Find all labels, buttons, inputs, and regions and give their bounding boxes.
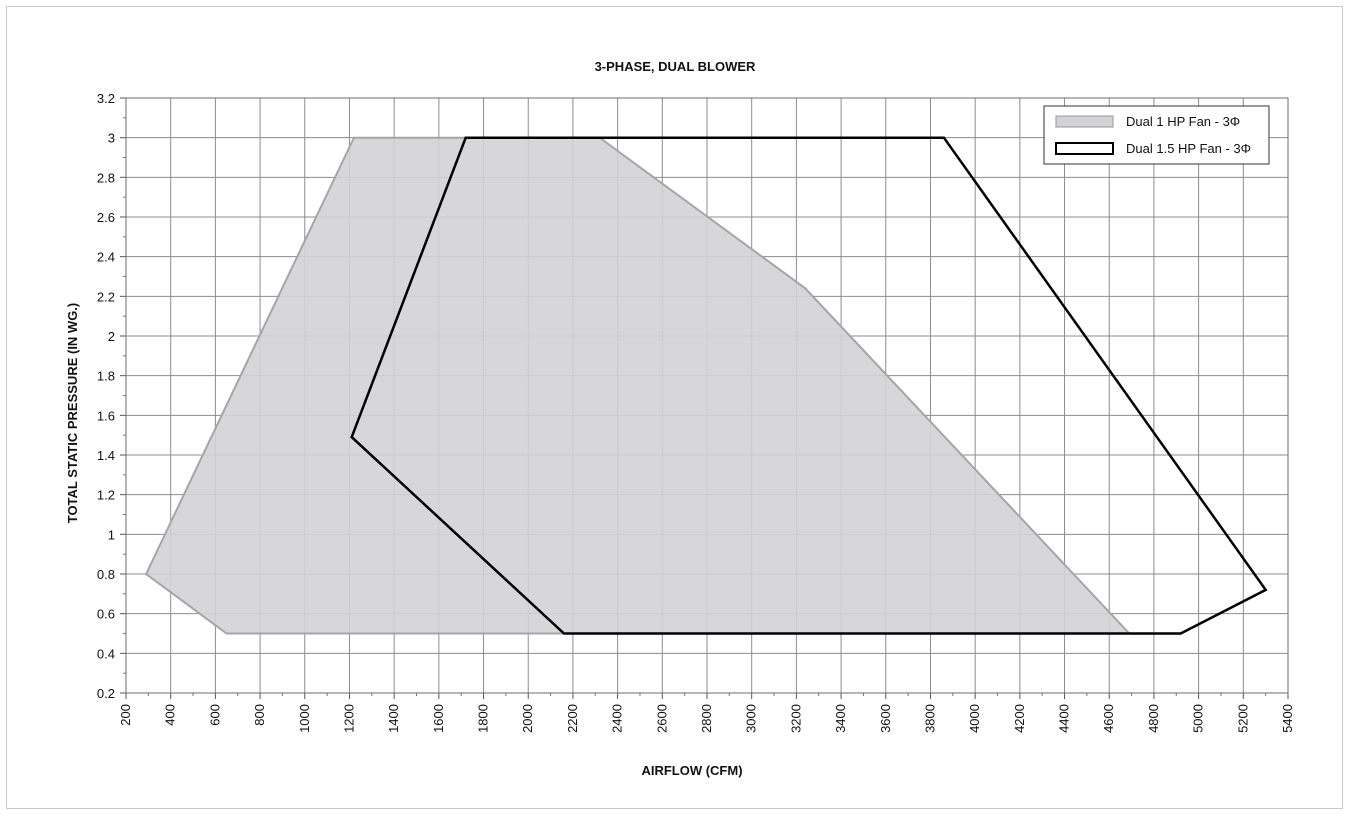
plot-border [125, 97, 1289, 694]
x-tick-label: 200 [118, 704, 133, 726]
series-dual-1hp-area [144, 136, 1132, 635]
legend-label-dual-1-5hp: Dual 1.5 HP Fan - 3Φ [1126, 141, 1251, 156]
x-tick-label: 4000 [967, 704, 982, 733]
y-tick-label: 3 [108, 131, 115, 146]
legend-swatch-dual-1hp [1055, 115, 1114, 128]
x-tick-label: 4800 [1146, 704, 1161, 733]
x-tick-label: 4600 [1101, 704, 1116, 733]
x-tick-label: 2200 [565, 704, 580, 733]
y-axis-label: TOTAL STATIC PRESSURE (IN WG.) [65, 303, 80, 524]
x-tick-label: 3000 [744, 704, 759, 733]
x-axis-label: AIRFLOW (CFM) [641, 763, 742, 778]
y-tick-label: 1.4 [97, 448, 115, 463]
x-tick-label: 3600 [878, 704, 893, 733]
x-tick-label: 1400 [386, 704, 401, 733]
y-tick-label: 1.6 [97, 408, 115, 423]
x-tick-label: 5200 [1235, 704, 1250, 733]
series-dual-1-5hp-outline [350, 136, 1268, 635]
x-tick-label: 4400 [1057, 704, 1072, 733]
x-tick-label: 2600 [654, 704, 669, 733]
y-tick-label: 2.2 [97, 289, 115, 304]
x-tick-label: 1000 [297, 704, 312, 733]
x-tick-label: 4200 [1012, 704, 1027, 733]
y-tick-label: 0.2 [97, 686, 115, 701]
legend: Dual 1 HP Fan - 3Φ Dual 1.5 HP Fan - 3Φ [1043, 105, 1270, 165]
series-layer [144, 136, 1268, 635]
x-tick-label: 400 [163, 704, 178, 726]
x-tick-label: 1600 [431, 704, 446, 733]
x-tick-label: 3800 [922, 704, 937, 733]
x-tick-label: 5000 [1191, 704, 1206, 733]
x-tick-labels: 200 400 600 800 1000 1200 1400 1600 1800 2000 2200… [118, 704, 1295, 733]
y-tick-label: 0.8 [97, 567, 115, 582]
x-tick-label: 2400 [610, 704, 625, 733]
x-tick-label: 600 [207, 704, 222, 726]
y-tick-labels: 0.2 0.4 0.6 0.8 1 1.2 1.4 1.6 1.8 2 2.2 2.4 2.6 2.8 3 3… [97, 91, 115, 701]
y-tick-label: 3.2 [97, 91, 115, 106]
legend-label-dual-1hp: Dual 1 HP Fan - 3Φ [1126, 114, 1240, 129]
x-tick-label: 1800 [476, 704, 491, 733]
x-tick-label: 800 [252, 704, 267, 726]
y-tick-label: 2.8 [97, 170, 115, 185]
legend-swatch-dual-1-5hp [1055, 142, 1114, 155]
chart-title: 3-PHASE, DUAL BLOWER [595, 59, 756, 74]
y-tick-label: 1.2 [97, 488, 115, 503]
x-tick-label: 3200 [788, 704, 803, 733]
x-tick-label: 2000 [520, 704, 535, 733]
x-tick-label: 3400 [833, 704, 848, 733]
x-tick-label: 5400 [1280, 704, 1295, 733]
y-tick-label: 0.6 [97, 607, 115, 622]
y-tick-label: 2.4 [97, 250, 115, 265]
y-tick-label: 1 [108, 527, 115, 542]
x-tick-label: 1200 [341, 704, 356, 733]
y-tick-label: 2 [108, 329, 115, 344]
y-tick-label: 0.4 [97, 646, 115, 661]
y-tick-label: 2.6 [97, 210, 115, 225]
y-tick-label: 1.8 [97, 369, 115, 384]
x-tick-label: 2800 [699, 704, 714, 733]
axes [120, 97, 1289, 699]
